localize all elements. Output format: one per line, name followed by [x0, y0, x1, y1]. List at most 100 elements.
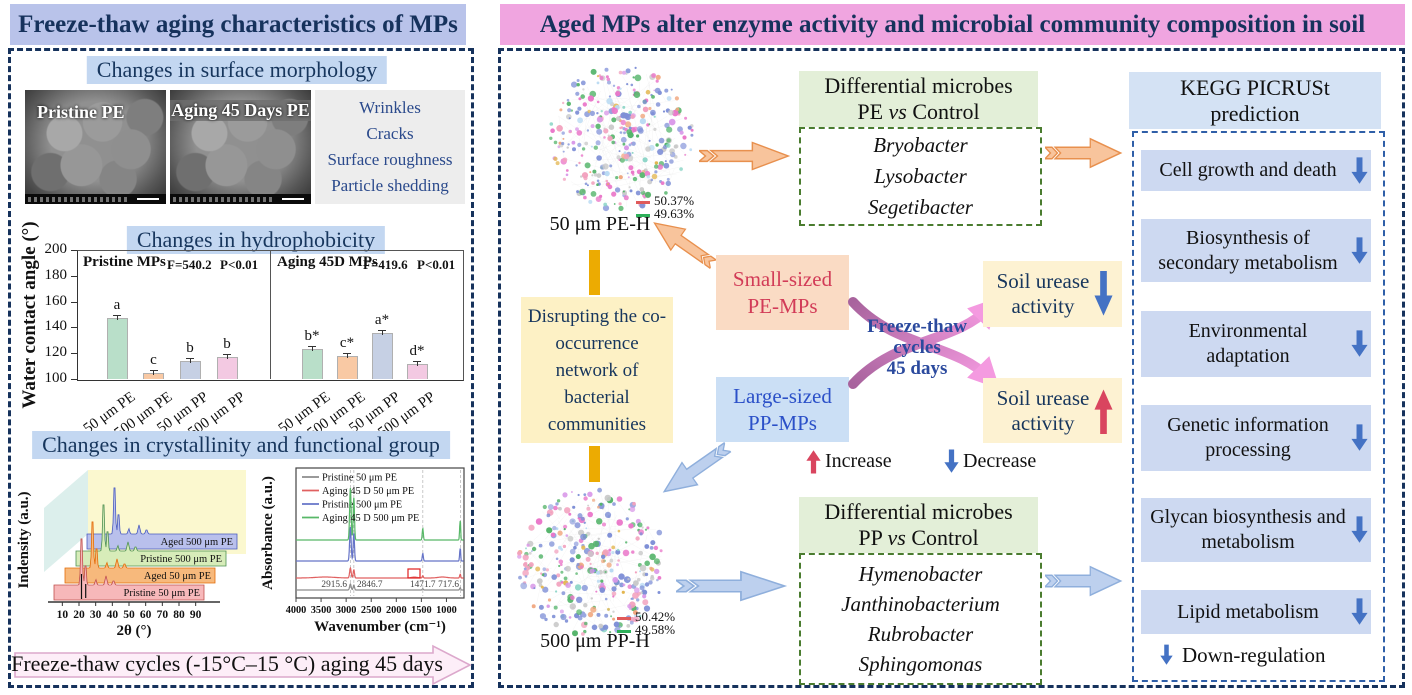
ftir-legend-label: Aging 45 D 500 μm PE: [322, 513, 419, 524]
diff-pe-list: Bryobacter Lysobacter Segetibacter: [799, 127, 1042, 226]
network-pp-graph: [517, 487, 663, 637]
xrd-tick-label: 50: [123, 609, 135, 621]
left-panel-title: Freeze-thaw aging characteristics of MPs: [10, 4, 466, 45]
up-arrow-icon: [1094, 388, 1113, 434]
microbe-item: Segetibacter: [868, 195, 973, 219]
sem-metadata-bar: [25, 194, 166, 204]
ftir-legend-label: Pristine 50 μm PE: [322, 473, 397, 484]
sem-label-pristine: Pristine PE: [37, 102, 125, 122]
network-pe-graph: [549, 66, 694, 212]
gold-connector-top: [589, 250, 600, 295]
sem-scale-bar: [137, 198, 159, 200]
sem-image-aged: Aging 45 Days PE: [170, 90, 311, 204]
note-particle-shedding: Particle shedding: [331, 176, 449, 195]
panel-p-value: P<0.01: [417, 257, 456, 272]
right-panel-border: [498, 48, 1405, 688]
error-bar: [311, 346, 313, 352]
bar: [216, 357, 238, 379]
diff-pe-vs: vs: [888, 99, 907, 124]
significance-letter: c*: [339, 334, 355, 351]
y-tick: [71, 275, 77, 277]
microbe-item: Bryobacter: [873, 133, 968, 157]
diff-pe-header-line2: PE vs Control: [824, 99, 1012, 125]
ftir-tick-label: 1000: [436, 605, 457, 616]
bar: [371, 332, 393, 379]
xrd-back-panel: [44, 470, 88, 572]
bar: [336, 355, 358, 379]
panel-f-stat: F=419.6: [363, 257, 408, 272]
kegg-item-environmental: Environmental adaptation: [1141, 311, 1371, 377]
small-sized-pe-box: Small-sized PE-MPs: [716, 255, 849, 330]
diff-pp-vs: vs: [887, 525, 906, 550]
bar: [301, 349, 323, 379]
microbe-item: Lysobacter: [874, 164, 967, 188]
morphology-header: Changes in surface morphology: [86, 56, 388, 84]
xrd-tick-label: 90: [190, 609, 202, 621]
xrd-tick-label: 70: [157, 609, 169, 621]
microbe-item: Sphingomonas: [858, 652, 983, 676]
y-tick-label: 140: [44, 318, 68, 335]
panel-label: Pristine MPs: [83, 254, 166, 270]
panel-divider: [270, 250, 271, 379]
right-panel-title: Aged MPs alter enzyme activity and micro…: [500, 4, 1405, 45]
significance-letter: b: [223, 336, 231, 353]
ftir-tick-label: 3000: [336, 605, 357, 616]
kegg-header: KEGG PICRUSt prediction: [1129, 72, 1381, 129]
xrd-tick-label: 60: [140, 609, 152, 621]
y-tick-label: 100: [44, 370, 68, 386]
network-pe-legend-value-2: 49.63%: [654, 206, 695, 221]
diff-pe-header-line1: Differential microbes: [824, 73, 1013, 98]
down-arrow-icon: [1351, 516, 1368, 543]
error-bar: [189, 357, 191, 363]
kegg-panel: [1132, 131, 1385, 682]
water-contact-angle-chart: 100 120 140 160 180 200 Water contact angle (°…: [16, 221, 474, 441]
diff-pe-header: Differential microbes PE vs Control: [799, 71, 1038, 127]
ftir-tick-label: 2500: [361, 605, 382, 616]
ftir-tick-label: 3500: [311, 605, 332, 616]
ftir-peak-label: 1471.7: [410, 580, 436, 590]
error-bar: [226, 354, 228, 360]
kegg-item-lipid: Lipid metabolism: [1141, 590, 1371, 634]
network-pp-label: 500 μm PP-H: [540, 630, 650, 652]
crystallinity-header: Changes in crystallinity and functional …: [32, 431, 450, 459]
decrease-legend: Decrease: [944, 446, 1036, 477]
decrease-label: Decrease: [963, 450, 1037, 472]
xrd-series-label: Aged 500 μm PE: [161, 537, 233, 548]
xrd-series-label: Aged 50 μm PE: [144, 571, 211, 582]
panel-p-value: P<0.01: [220, 257, 259, 272]
diff-pp-list: Hymenobacter Janthinobacterium Rubrobact…: [799, 553, 1042, 685]
freeze-thaw-banner-text: Freeze-thaw cycles (-15°C–15 °C) aging 4…: [11, 651, 443, 676]
panel-f-stat: F=540.2: [167, 257, 212, 272]
arrow-pe-to-diff-icon: [699, 138, 791, 174]
y-axis-label: Water contact angle (°): [19, 220, 40, 409]
bar: [106, 318, 128, 379]
sem-metadata-bar: [170, 194, 311, 204]
significance-letter: b*: [304, 328, 320, 345]
ftir-trace: [296, 488, 464, 541]
ftir-trace: [296, 566, 464, 579]
significance-letter: d*: [409, 342, 425, 359]
diff-pp-header: Differential microbes PP vs Control: [799, 497, 1038, 553]
down-arrow-icon: [944, 449, 959, 473]
y-tick-label: 120: [44, 344, 68, 361]
significance-letter: a*: [374, 311, 390, 328]
xrd-plot: Aged 500 μm PE Pristine 500 μm PE Aged 50 …: [16, 470, 246, 639]
y-tick-label: 160: [44, 292, 68, 309]
legend-swatch-red: [617, 616, 631, 620]
diff-pp-header-line2: PP vs Control: [824, 525, 1012, 551]
left-panel-border: [8, 48, 474, 688]
ftir-highlight-box: [407, 568, 421, 579]
sem-metadata-text: [28, 197, 127, 202]
error-bar: [116, 315, 118, 321]
note-wrinkles: Wrinkles: [359, 98, 421, 117]
disrupting-network-box: Disrupting the co-occurrence network of …: [521, 297, 673, 443]
ftir-peak-label: 2846.7: [357, 580, 383, 590]
kegg-legend: Down-regulation: [1160, 642, 1325, 668]
note-surface-roughness: Surface roughness: [327, 150, 453, 169]
xrd-tick-label: 20: [73, 609, 85, 621]
ftir-peak-label: 2915.6: [321, 580, 347, 590]
note-cracks: Cracks: [366, 124, 414, 143]
panel-label: Aging 45D MPs: [277, 254, 378, 270]
bar: [406, 363, 428, 379]
